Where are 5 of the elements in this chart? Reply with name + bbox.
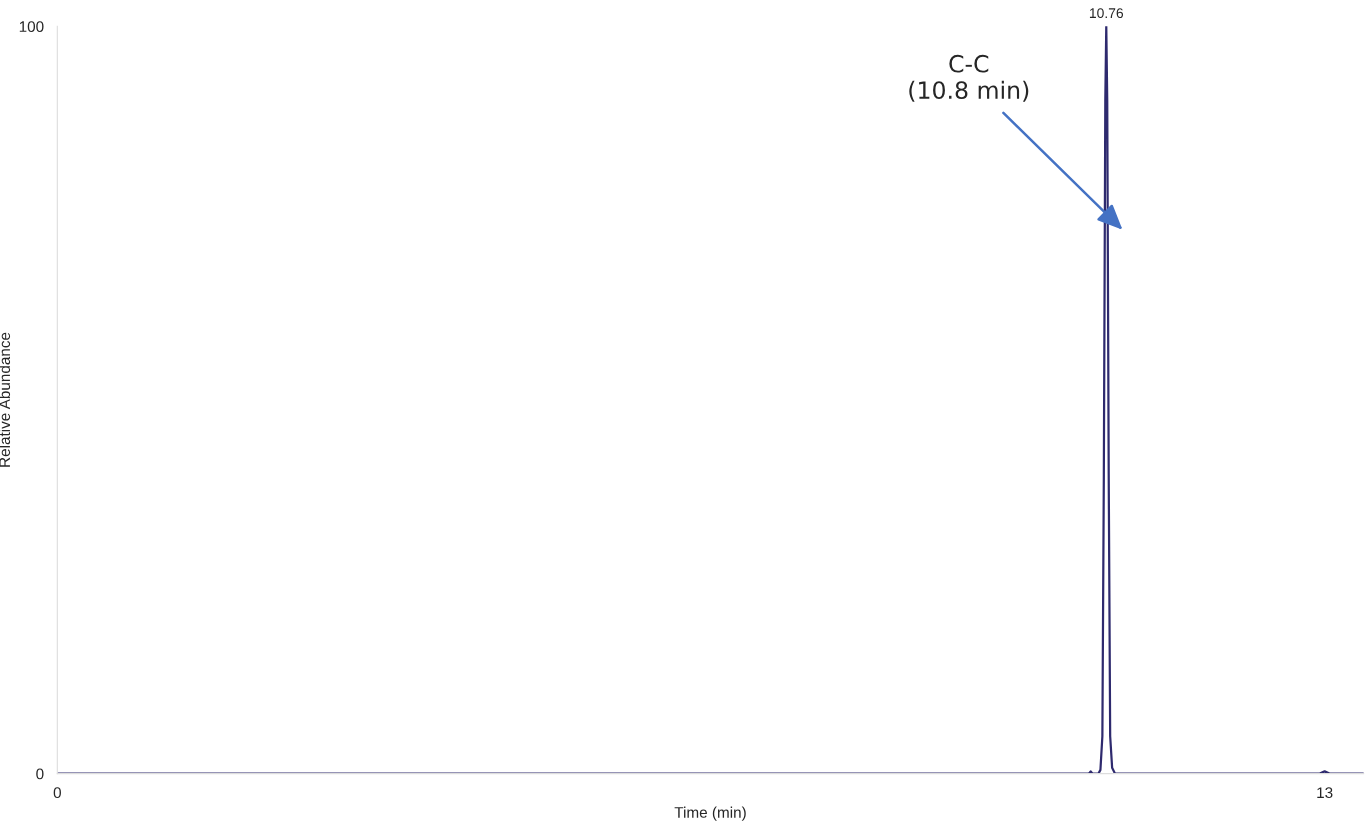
annotation: 10.76 <box>1089 8 1124 19</box>
y-tick-label: 100 <box>19 21 44 33</box>
x-tick-label: 13 <box>1317 787 1333 799</box>
x-axis-title: Time (min) <box>674 806 746 821</box>
annotation: C-C (10.8 min) <box>909 54 1029 102</box>
